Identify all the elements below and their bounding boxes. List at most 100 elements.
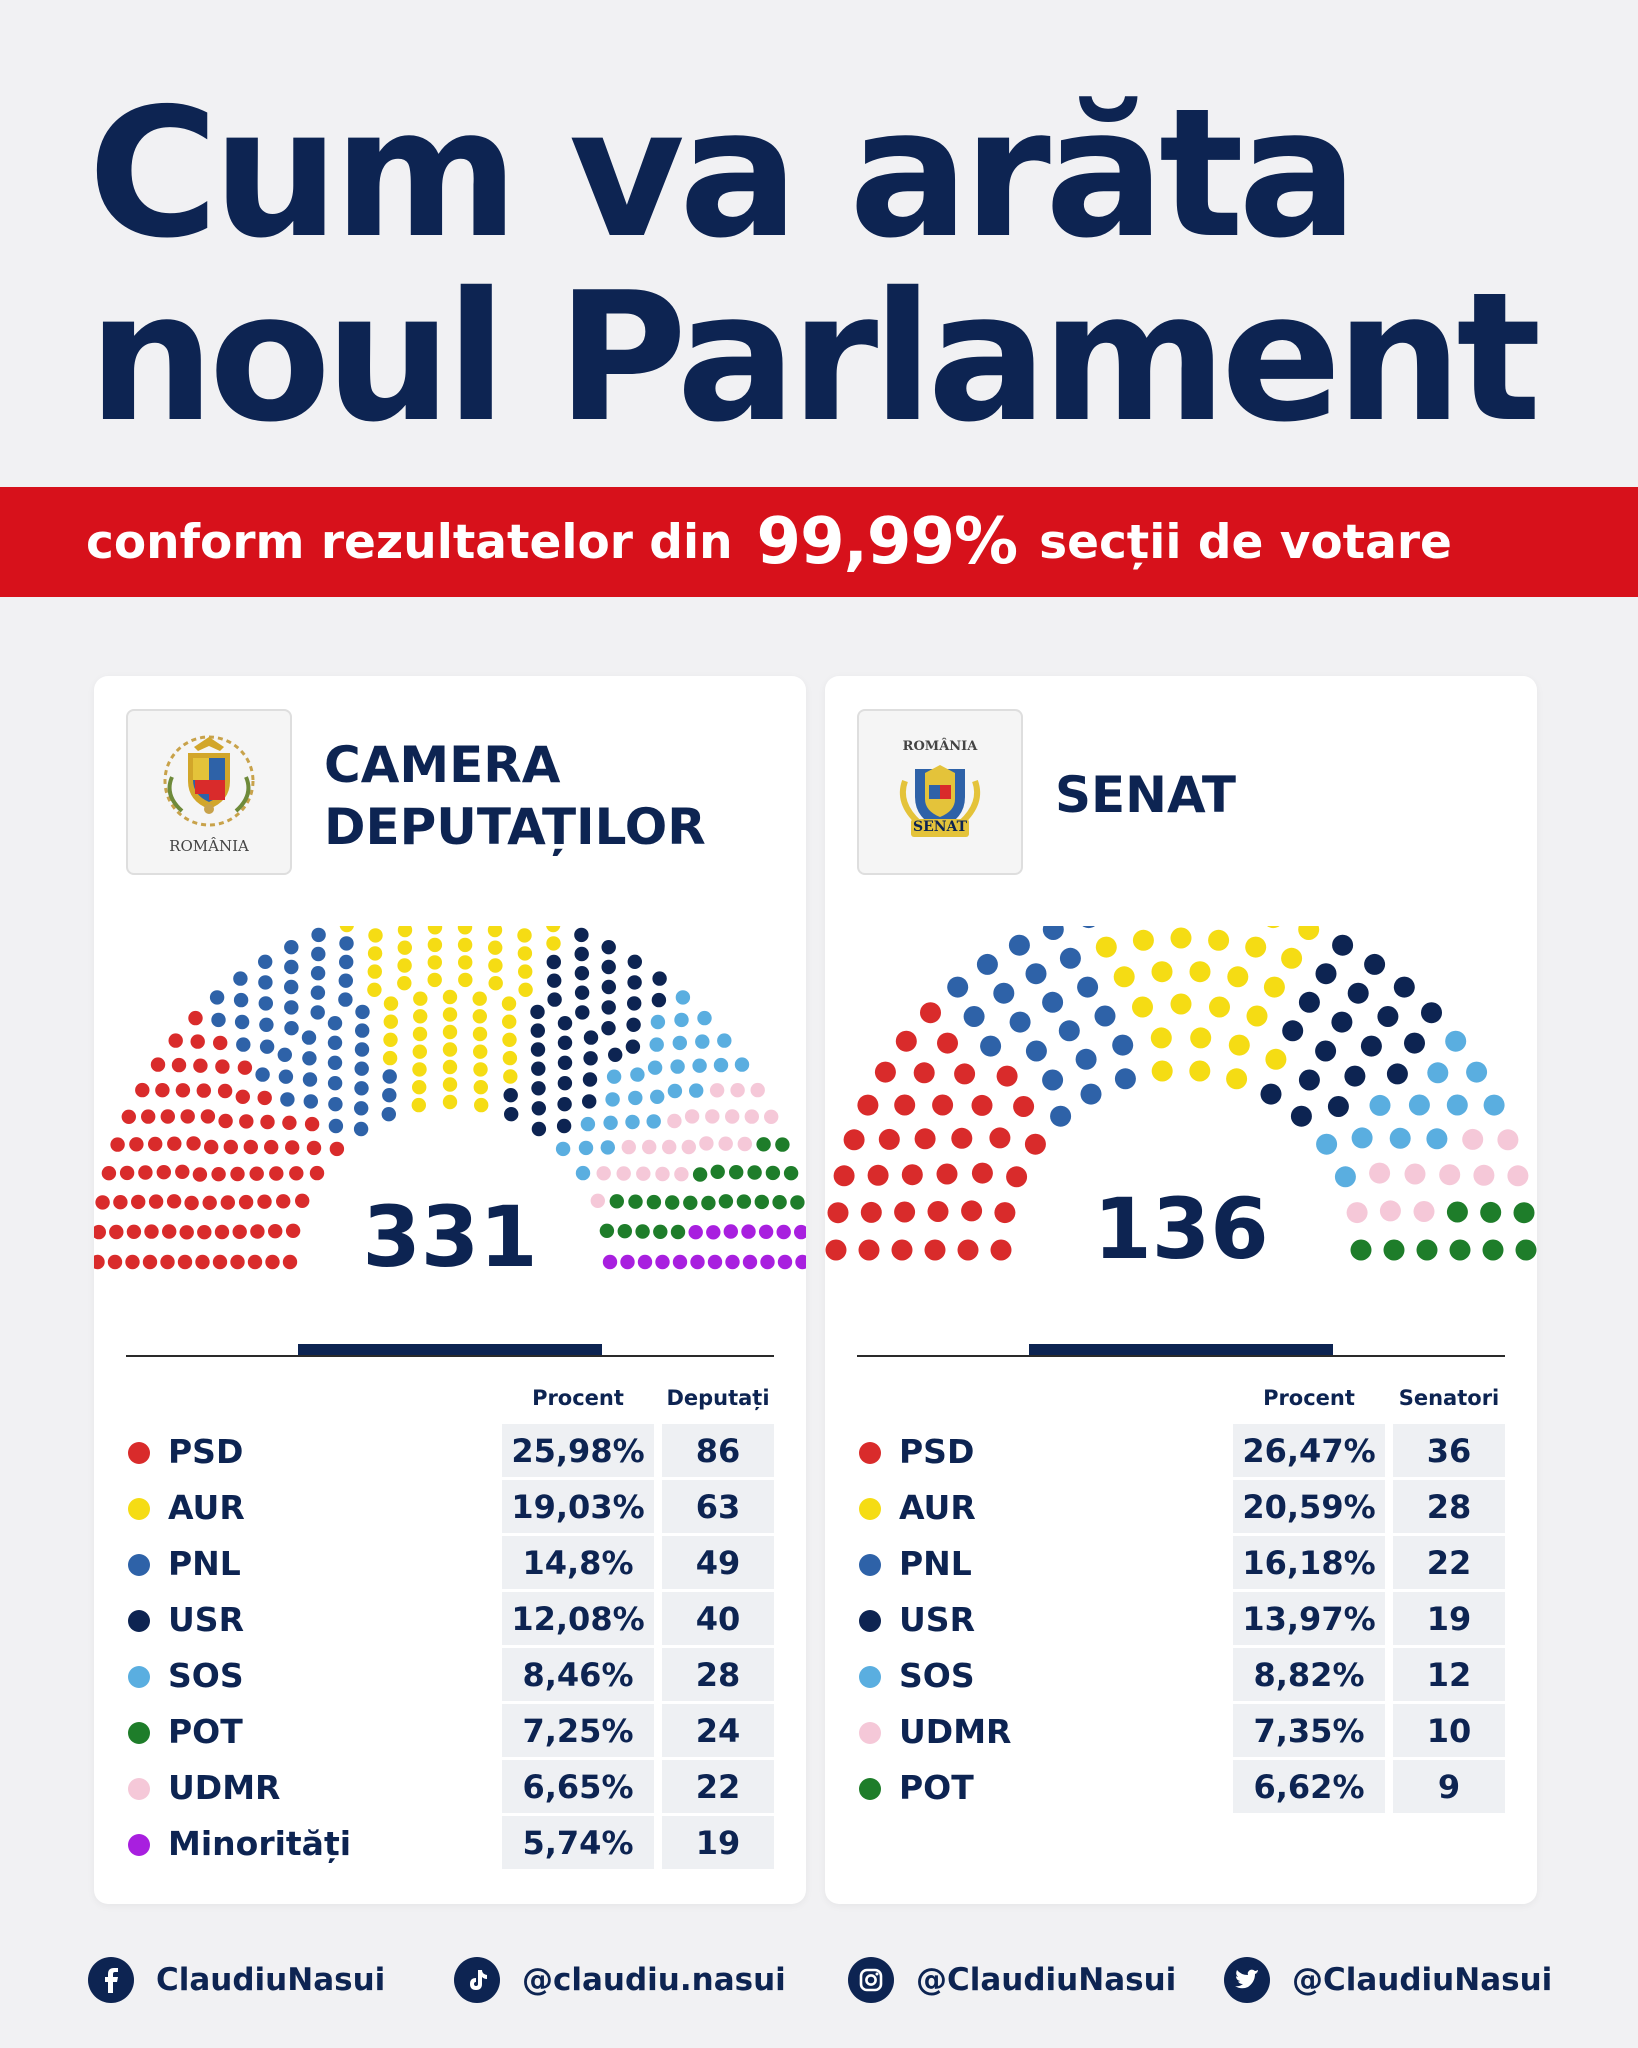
seat-aur [503, 1069, 518, 1084]
seat-psd [186, 1136, 201, 1151]
seat-psd [193, 1058, 208, 1073]
party-seats: 40 [662, 1592, 774, 1645]
seat-pot [736, 1194, 752, 1209]
seat-minorități [795, 1254, 806, 1270]
party-seats: 24 [662, 1704, 774, 1757]
seat-pnl [301, 1030, 317, 1045]
seat-psd [156, 1165, 171, 1180]
seat-aur [397, 940, 412, 955]
emblem-caption-top: ROMÂNIA [902, 739, 978, 754]
seat-udmr [681, 1139, 696, 1155]
seat-psd [109, 1224, 124, 1240]
seat-psd [220, 1195, 235, 1210]
seat-psd [249, 1166, 264, 1181]
seat-usr [1332, 934, 1354, 956]
seat-udmr [1379, 1200, 1401, 1222]
seat-sos [672, 1035, 687, 1051]
seat-sos [575, 1165, 591, 1181]
seat-pnl [311, 927, 326, 943]
seat-psd [213, 1035, 228, 1051]
seat-pot [1513, 1202, 1535, 1224]
seat-pot [1482, 1239, 1504, 1261]
seat-aur [517, 928, 532, 943]
seat-usr [1260, 1083, 1282, 1105]
legend-swatch [859, 1666, 881, 1688]
seat-aur [383, 1014, 398, 1029]
seat-psd [901, 1164, 923, 1186]
party-percent: 6,65% [502, 1760, 654, 1813]
seat-psd [217, 1083, 233, 1099]
legend-swatch [128, 1778, 150, 1800]
seat-usr [556, 1118, 572, 1134]
seat-psd [110, 1137, 125, 1152]
footer-tiktok[interactable]: @claudiu.nasui [454, 1950, 786, 2010]
seat-psd [237, 1060, 253, 1075]
seat-usr [651, 992, 667, 1008]
legend-swatch [859, 1722, 881, 1744]
seat-udmr [705, 1109, 720, 1124]
hemicycle-chart-deputies: 331 [94, 926, 806, 1286]
seat-usr [627, 975, 642, 990]
seat-psd [138, 1165, 153, 1180]
seat-pot [1446, 1201, 1468, 1223]
seat-psd [238, 1194, 254, 1210]
legend-swatch [859, 1778, 881, 1800]
seat-psd [994, 1202, 1016, 1224]
seat-usr [626, 1017, 641, 1032]
seat-udmr [1369, 1162, 1391, 1184]
seat-psd [144, 1224, 159, 1239]
party-percent: 25,98% [502, 1424, 654, 1477]
footer-instagram[interactable]: @ClaudiuNasui [848, 1950, 1176, 2010]
seat-minorități [620, 1254, 635, 1270]
seat-udmr [616, 1166, 631, 1181]
table-row: SOS 8,46% 28 [94, 1648, 806, 1704]
seat-aur [382, 1050, 398, 1066]
seat-minorități [602, 1254, 618, 1270]
seat-pnl [1077, 976, 1099, 998]
seat-pot [646, 1194, 662, 1210]
seat-usr [601, 959, 616, 975]
seat-usr [574, 985, 590, 1000]
seat-usr [1327, 1096, 1349, 1117]
seat-aur [487, 926, 503, 938]
seat-pnl [302, 1051, 317, 1066]
seat-pnl [1059, 947, 1081, 969]
coat-of-arms-icon: ROMÂNIA [126, 709, 292, 875]
seat-minorități [777, 1254, 793, 1270]
seat-aur [502, 1050, 518, 1066]
seat-pot [599, 1223, 615, 1238]
seat-psd [95, 1195, 110, 1210]
footer-twitter[interactable]: @ClaudiuNasui [1224, 1950, 1552, 2010]
chamber-title: SENAT [1055, 764, 1236, 826]
seat-pot [665, 1195, 680, 1210]
seat-aur [457, 937, 473, 953]
seat-psd [200, 1109, 216, 1124]
table-row: USR 12,08% 40 [94, 1592, 806, 1648]
table-row: POT 7,25% 24 [94, 1704, 806, 1760]
total-seats-label: 136 [1093, 1180, 1268, 1278]
seat-psd [989, 1127, 1011, 1149]
banner-highlight: 99,99% [756, 505, 1019, 579]
seat-usr [531, 1101, 546, 1116]
seat-psd [971, 1094, 993, 1116]
seat-aur [397, 926, 413, 938]
party-name: USR [168, 1600, 244, 1639]
seat-pot [701, 1195, 716, 1211]
seat-sos [713, 1057, 729, 1073]
seat-aur [473, 1062, 488, 1077]
seat-psd [177, 1254, 193, 1270]
legend-swatch [128, 1666, 150, 1688]
seat-udmr [655, 1166, 670, 1182]
seat-udmr [642, 1139, 657, 1155]
seat-sos [630, 1067, 645, 1082]
seat-psd [125, 1254, 140, 1270]
footer-facebook[interactable]: ClaudiuNasui [88, 1950, 385, 2010]
seat-psd [257, 1194, 272, 1209]
party-seats: 86 [662, 1424, 774, 1477]
party-percent: 16,18% [1233, 1536, 1385, 1589]
seat-pnl [381, 1107, 396, 1122]
seat-usr [582, 1094, 597, 1109]
seat-psd [129, 1137, 144, 1152]
seat-pnl [354, 1081, 369, 1096]
seat-pot [783, 1166, 799, 1181]
